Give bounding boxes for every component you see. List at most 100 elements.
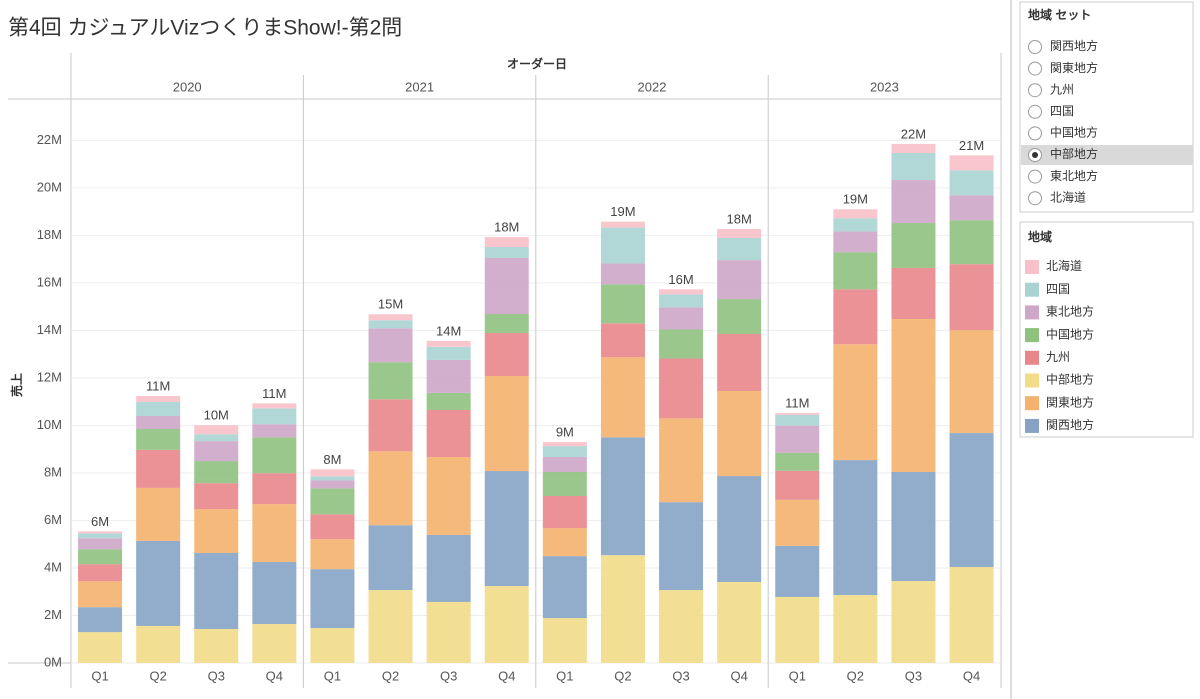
bar-segment: [310, 488, 355, 515]
bar-segment: [252, 424, 297, 438]
bar-segment: [78, 533, 123, 539]
total-label: 18M: [494, 220, 519, 235]
bar-segment: [659, 294, 704, 308]
filter-option[interactable]: 中部地方: [1050, 146, 1098, 161]
y-tick-label: 2M: [44, 607, 62, 622]
bar-segment: [484, 376, 529, 472]
bar-segment: [136, 395, 181, 402]
bar-segment: [252, 473, 297, 505]
bar-segment: [194, 461, 239, 484]
bar-segment: [717, 238, 762, 261]
y-tick-label: 18M: [37, 227, 62, 242]
x-header: オーダー日: [507, 56, 567, 71]
radio[interactable]: [1028, 83, 1042, 98]
filter-option[interactable]: 北海道: [1050, 189, 1086, 204]
bar-segment: [717, 333, 762, 392]
bar-segment: [194, 629, 239, 663]
y-tick-label: 16M: [37, 274, 62, 289]
bar-segment: [775, 414, 820, 426]
radio[interactable]: [1028, 126, 1042, 141]
bar-segment: [310, 469, 355, 477]
filter-option[interactable]: 四国: [1050, 104, 1074, 118]
bar-segment: [659, 418, 704, 503]
bar-segment: [833, 252, 878, 290]
bar-segment: [252, 403, 297, 409]
filter-option[interactable]: 東北地方: [1050, 168, 1098, 183]
bar-segment: [600, 357, 645, 438]
bar-segment: [600, 221, 645, 228]
bar-segment: [310, 514, 355, 540]
bar-segment: [194, 434, 239, 442]
filter-option[interactable]: 九州: [1050, 82, 1074, 96]
radio[interactable]: [1028, 104, 1042, 119]
bar-segment: [891, 581, 936, 663]
bar-segment: [194, 425, 239, 435]
bar-segment: [368, 451, 413, 526]
bar-segment: [484, 257, 529, 315]
radio[interactable]: [1028, 40, 1042, 54]
bar-segment: [542, 618, 587, 663]
bar-segment: [310, 480, 355, 489]
bar-segment: [136, 449, 181, 488]
bar-segment: [78, 538, 123, 550]
total-label: 10M: [204, 408, 229, 423]
legend-box: [1019, 221, 1194, 438]
legend-label: 中部地方: [1046, 372, 1094, 387]
bar-segment: [775, 545, 820, 597]
bar-segment: [252, 562, 297, 625]
legend-swatch: [1025, 350, 1039, 365]
bar-segment: [78, 632, 123, 663]
year-label: 2020: [173, 79, 202, 94]
bar-segment: [891, 267, 936, 320]
bar-segment: [78, 564, 123, 582]
bar-segment: [252, 408, 297, 425]
bar-segment: [542, 457, 587, 473]
radio[interactable]: [1028, 191, 1042, 206]
bar-segment: [136, 415, 181, 430]
bar-segment: [542, 446, 587, 458]
bar-segment: [600, 555, 645, 663]
legend-swatch: [1025, 373, 1039, 388]
bar-segment: [775, 596, 820, 663]
x-tick-label: Q3: [672, 668, 689, 683]
bar-segment: [717, 260, 762, 300]
bar-segment: [833, 344, 878, 461]
bar-segment: [833, 231, 878, 253]
bar-segment: [542, 496, 587, 529]
bar-segment: [310, 628, 355, 663]
legend-swatch: [1025, 305, 1039, 320]
bar-segment: [949, 567, 994, 663]
bar-segment: [368, 590, 413, 663]
bar-segment: [484, 333, 529, 377]
bar-segment: [368, 362, 413, 400]
filter-option[interactable]: 中国地方: [1050, 125, 1098, 140]
filter-option[interactable]: 関西地方: [1050, 38, 1098, 53]
bar-segment: [194, 441, 239, 462]
total-label: 9M: [556, 425, 574, 440]
radio[interactable]: [1028, 61, 1042, 76]
bar-segment: [484, 237, 529, 248]
bar-segment: [542, 442, 587, 447]
filter-option[interactable]: 関東地方: [1050, 60, 1098, 75]
bar-segment: [717, 299, 762, 334]
bar-segment: [542, 472, 587, 497]
bar-segment: [310, 569, 355, 629]
bar-segment: [194, 483, 239, 510]
bar-segment: [426, 534, 471, 602]
bar-segment: [368, 328, 413, 363]
y-tick-label: 8M: [44, 464, 62, 479]
radio[interactable]: [1028, 169, 1042, 184]
bar-segment: [252, 504, 297, 563]
bar-segment: [484, 247, 529, 258]
total-label: 14M: [436, 323, 461, 338]
bar-segment: [659, 502, 704, 591]
bar-segment: [775, 412, 820, 415]
year-label: 2021: [405, 79, 434, 94]
x-tick-label: Q4: [498, 668, 515, 683]
bar-segment: [368, 314, 413, 321]
legend-swatch: [1025, 282, 1039, 297]
bar-segment: [891, 472, 936, 582]
bar-segment: [833, 289, 878, 345]
y-tick-label: 12M: [37, 369, 62, 384]
